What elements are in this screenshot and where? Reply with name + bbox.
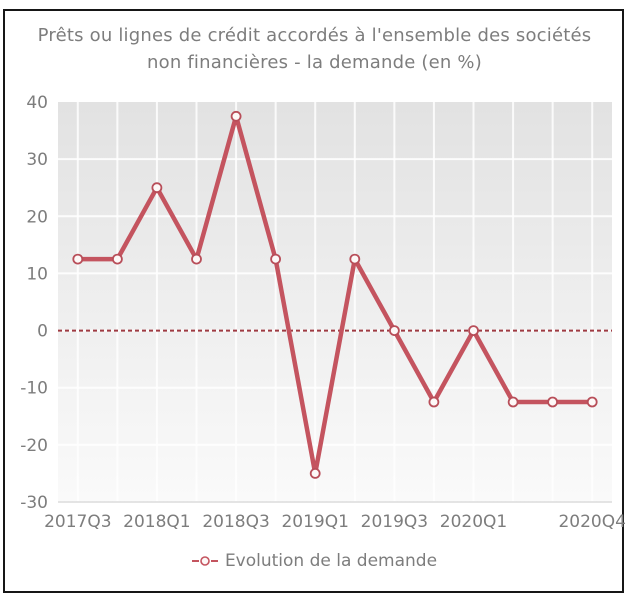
chart-title: Prêts ou lignes de crédit accordés à l'e… bbox=[10, 22, 619, 76]
data-point-marker bbox=[191, 253, 202, 265]
data-point-marker bbox=[309, 467, 321, 479]
data-point-marker bbox=[112, 253, 123, 265]
x-axis-tick-label: 2018Q1 bbox=[123, 512, 190, 532]
y-axis-tick-label: 40 bbox=[26, 93, 48, 113]
data-point-marker bbox=[72, 253, 84, 265]
y-axis-tick-label: -30 bbox=[20, 493, 48, 513]
data-point-marker bbox=[151, 182, 163, 194]
data-point-marker bbox=[270, 253, 282, 265]
legend-label: Evolution de la demande bbox=[224, 551, 438, 571]
data-point-marker bbox=[349, 253, 361, 265]
chart-title-line1: Prêts ou lignes de crédit accordés à l'e… bbox=[37, 25, 592, 46]
data-point-marker bbox=[230, 110, 242, 122]
plot-background bbox=[58, 102, 612, 502]
y-axis-tick-label: 0 bbox=[37, 322, 48, 342]
x-axis-tick-label: 2019Q1 bbox=[281, 512, 348, 532]
data-point-marker bbox=[547, 396, 558, 408]
data-point-marker bbox=[468, 325, 479, 337]
y-axis-tick-label: -10 bbox=[20, 379, 48, 399]
x-axis-tick-label: 2017Q3 bbox=[44, 512, 111, 532]
x-axis-tick-label: 2018Q3 bbox=[202, 512, 269, 532]
y-axis-tick-label: 20 bbox=[26, 207, 48, 227]
y-axis-tick-label: -20 bbox=[20, 436, 48, 456]
series-line bbox=[75, 114, 595, 476]
data-point-marker bbox=[388, 325, 400, 337]
data-point-marker bbox=[507, 396, 519, 408]
data-point-marker bbox=[586, 396, 598, 408]
legend-line-marker-icon bbox=[191, 556, 218, 566]
x-axis-tick-label: 2020Q1 bbox=[440, 512, 507, 532]
y-axis-tick-label: 10 bbox=[26, 264, 48, 284]
data-point-marker bbox=[428, 396, 440, 408]
y-axis-tick-label: 30 bbox=[26, 150, 48, 170]
chart-title-line2: non financières - la demande (en %) bbox=[147, 52, 482, 73]
x-axis-tick-label: 2019Q3 bbox=[361, 512, 428, 532]
x-axis-tick-label: 2020Q4 bbox=[558, 512, 625, 532]
legend: Evolution de la demande bbox=[0, 551, 629, 571]
